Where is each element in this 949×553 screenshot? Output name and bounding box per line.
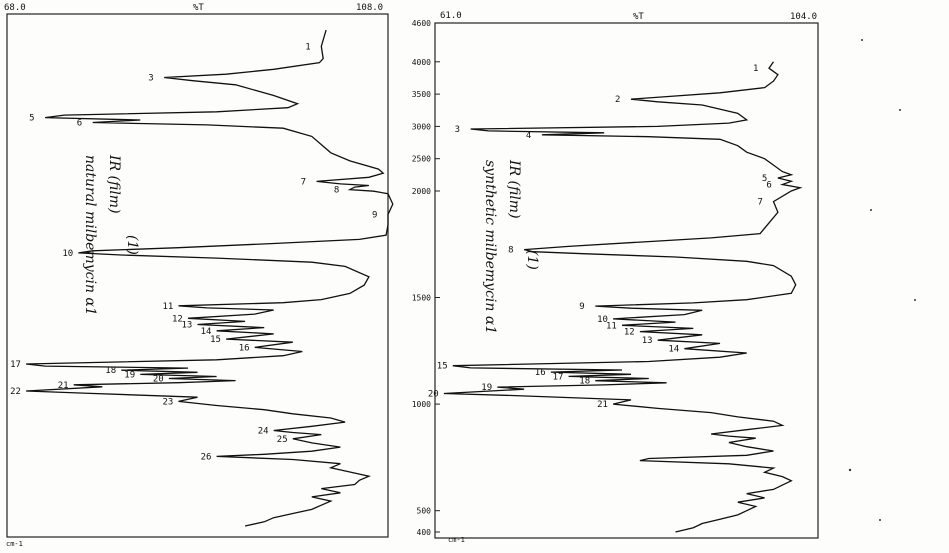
natural-peak-label: 26 xyxy=(201,452,212,462)
synthetic-y-tick-label: 1500 xyxy=(412,294,431,303)
natural-peak-label: 20 xyxy=(153,375,164,385)
synthetic-note-line-2: synthetic milbemycin α1 xyxy=(482,160,498,334)
synthetic-y-tick-label: 2000 xyxy=(412,187,431,196)
synthetic-peak-label: 7 xyxy=(758,198,763,208)
natural-peak-label: 9 xyxy=(372,211,377,221)
synthetic-chart-frame xyxy=(434,22,819,539)
synthetic-y-tick-label: 500 xyxy=(417,507,432,516)
synthetic-peak-label: 3 xyxy=(455,125,460,135)
synthetic-x-min-label: 61.0 xyxy=(440,11,462,21)
natural-peak-label: 16 xyxy=(239,343,250,353)
synthetic-y-tick-label: 400 xyxy=(417,528,432,537)
natural-peak-label: 22 xyxy=(10,387,21,397)
natural-peak-label: 8 xyxy=(334,186,339,196)
natural-peak-label: 7 xyxy=(301,177,306,187)
natural-peak-label: 15 xyxy=(210,335,221,345)
synthetic-y-tick-label: 4600 xyxy=(412,19,431,28)
synthetic-peak-label: 15 xyxy=(437,362,448,372)
natural-peak-label: 25 xyxy=(277,435,288,445)
synthetic-peak-label: 11 xyxy=(606,321,617,331)
synthetic-peak-label: 10 xyxy=(597,315,608,325)
synthetic-y-ticks: 4600 4000 3500 3000 2500 2000 1500 1000 500 400 xyxy=(412,19,440,537)
natural-peak-label: 24 xyxy=(258,427,269,437)
synthetic-peak-label: 17 xyxy=(553,372,564,382)
synthetic-peak-label: 14 xyxy=(668,345,679,355)
synthetic-unit-label: cm-1 xyxy=(448,536,465,544)
synthetic-peak-label: 5 xyxy=(762,174,767,184)
synthetic-y-tick-label: 3000 xyxy=(412,122,431,131)
natural-peak-label: 17 xyxy=(10,360,21,370)
natural-peak-label: 6 xyxy=(77,119,82,129)
synthetic-peak-label: 21 xyxy=(597,400,608,410)
synthetic-peak-label: 12 xyxy=(624,328,635,338)
synthetic-y-tick-label: 3500 xyxy=(412,90,431,99)
natural-x-max-label: 108.0 xyxy=(356,3,383,13)
natural-unit-label: cm-1 xyxy=(6,540,23,548)
synthetic-y-tick-label: 4000 xyxy=(412,58,431,67)
natural-note-line-2: natural milbemycin α1 xyxy=(82,155,98,316)
synthetic-peak-label: 1 xyxy=(753,64,758,74)
synthetic-spectrum-chart: 61.0 %T 104.0 cm-1 460040003500300025002… xyxy=(412,11,819,544)
natural-spectrum-chart: 68.0 %T 108.0 cm-1 135 678910111213141516… xyxy=(4,3,394,548)
natural-peak-label: 19 xyxy=(124,370,135,380)
synthetic-spectrum-line xyxy=(443,61,803,533)
natural-note-line-3: (1) xyxy=(124,235,140,255)
synthetic-peak-label: 20 xyxy=(428,390,439,400)
synthetic-y-tick-label: 2500 xyxy=(412,155,431,164)
synthetic-y-tick-label: 1000 xyxy=(412,400,431,409)
scan-specks xyxy=(848,39,916,521)
synthetic-peak-label: 13 xyxy=(642,336,653,346)
synthetic-peak-label: 6 xyxy=(766,181,771,191)
synthetic-peak-label: 16 xyxy=(535,368,546,378)
natural-note-line-1: IR (film) xyxy=(106,154,122,214)
natural-spectrum-line xyxy=(26,29,394,527)
natural-peak-label: 13 xyxy=(182,321,193,331)
synthetic-x-max-label: 104.0 xyxy=(790,12,817,22)
natural-peak-label: 23 xyxy=(163,397,174,407)
synthetic-peak-label: 19 xyxy=(481,383,492,393)
natural-peak-label: 12 xyxy=(172,314,183,324)
synthetic-note-line-3: (1) xyxy=(524,250,540,270)
synthetic-x-axis-label: %T xyxy=(633,12,644,22)
synthetic-handwritten-note: IR (film) synthetic milbemycin α1 (1) xyxy=(482,159,540,334)
natural-peak-label: 18 xyxy=(105,366,116,376)
natural-peak-label: 11 xyxy=(163,302,174,312)
natural-peak-label: 1 xyxy=(305,42,310,52)
natural-peak-label: 5 xyxy=(29,114,34,124)
synthetic-peak-label: 9 xyxy=(579,302,584,312)
synthetic-peak-label: 8 xyxy=(508,246,513,256)
natural-peak-label: 14 xyxy=(201,327,212,337)
natural-handwritten-note: IR (film) natural milbemycin α1 (1) xyxy=(82,154,140,316)
natural-x-axis-label: %T xyxy=(193,3,204,13)
natural-x-min-label: 68.0 xyxy=(4,3,26,13)
natural-chart-frame xyxy=(6,13,389,538)
natural-peak-label: 10 xyxy=(62,249,73,259)
natural-peak-label: 3 xyxy=(148,74,153,84)
synthetic-note-line-1: IR (film) xyxy=(506,159,522,219)
synthetic-peak-label: 4 xyxy=(526,131,531,141)
natural-peak-label: 21 xyxy=(58,381,69,391)
synthetic-peak-label: 18 xyxy=(579,377,590,387)
synthetic-peak-label: 2 xyxy=(615,95,620,105)
